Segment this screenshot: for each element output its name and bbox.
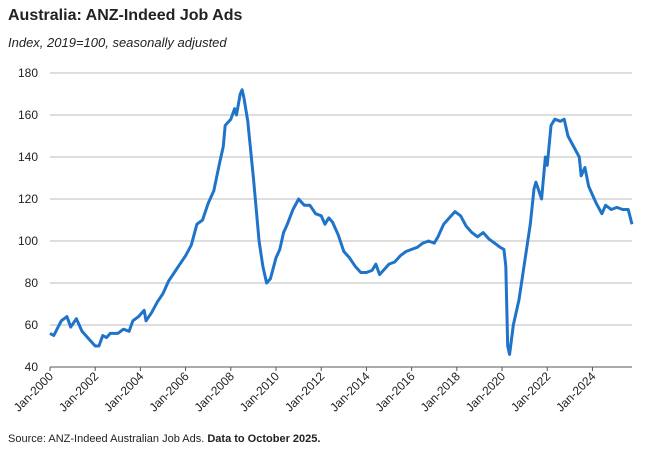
chart-title: Australia: ANZ-Indeed Job Ads <box>8 7 242 24</box>
y-tick-label: 140 <box>18 150 38 164</box>
x-tick-label: Jan-2014 <box>327 369 373 415</box>
x-tick-label: Jan-2022 <box>508 369 554 415</box>
x-tick-label: Jan-2024 <box>553 369 599 415</box>
y-tick-label: 80 <box>25 276 39 290</box>
x-tick-label: Jan-2006 <box>146 369 192 415</box>
y-tick-label: 40 <box>25 360 39 374</box>
x-tick-label: Jan-2012 <box>282 369 328 415</box>
y-tick-label: 100 <box>18 234 38 248</box>
data-line <box>49 88 634 356</box>
source-note: Data to October 2025. <box>207 433 320 445</box>
x-tick-label: Jan-2008 <box>192 369 238 415</box>
x-tick-label: Jan-2018 <box>418 369 464 415</box>
y-tick-label: 120 <box>18 192 38 206</box>
x-tick-label: Jan-2000 <box>11 369 57 415</box>
x-tick-label: Jan-2020 <box>463 369 509 415</box>
source-text: Source: ANZ-Indeed Australian Job Ads. <box>8 433 204 445</box>
chart-subtitle: Index, 2019=100, seasonally adjusted <box>8 35 227 50</box>
x-tick-label: Jan-2016 <box>372 369 418 415</box>
source: Source: ANZ-Indeed Australian Job Ads. D… <box>8 433 320 445</box>
y-tick-label: 160 <box>18 108 38 122</box>
y-tick-label: 180 <box>18 66 38 80</box>
y-tick-label: 60 <box>25 318 39 332</box>
x-tick-label: Jan-2010 <box>237 369 283 415</box>
x-tick-label: Jan-2002 <box>56 369 102 415</box>
x-tick-label: Jan-2004 <box>101 369 147 415</box>
